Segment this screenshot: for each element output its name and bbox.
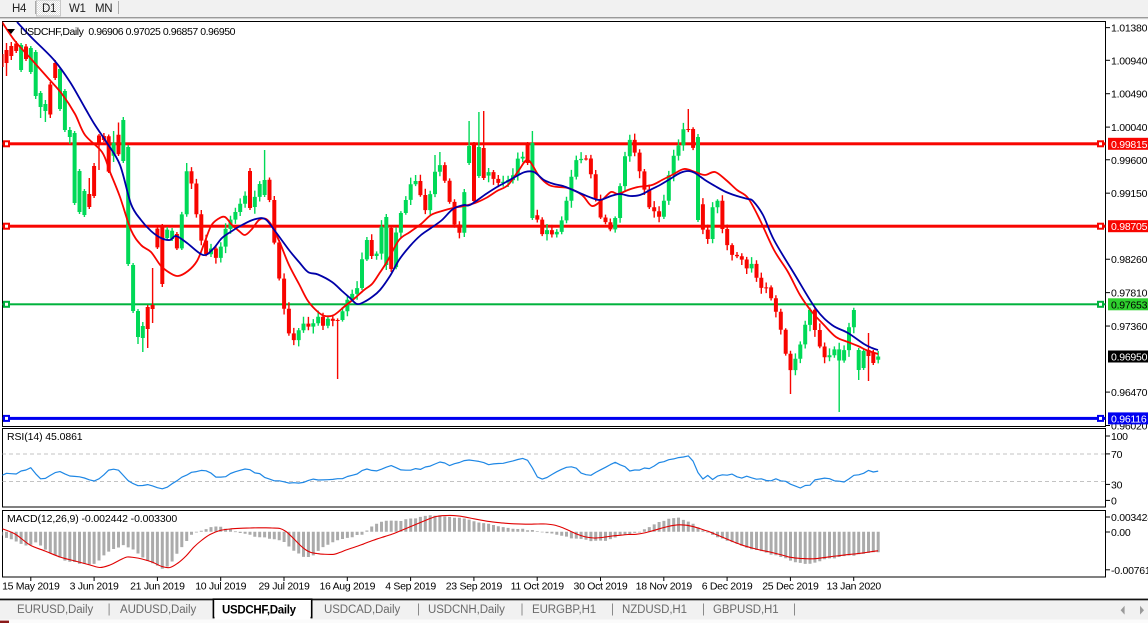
svg-text:13 Jan 2020: 13 Jan 2020	[826, 581, 881, 593]
svg-text:0: 0	[1111, 495, 1117, 507]
svg-text:EURUSD,Daily: EURUSD,Daily	[17, 604, 93, 616]
svg-text:29 Jul 2019: 29 Jul 2019	[259, 581, 310, 593]
svg-text:4 Sep 2019: 4 Sep 2019	[385, 581, 436, 593]
svg-text:EURGBP,H1: EURGBP,H1	[532, 604, 596, 616]
svg-text:6 Dec 2019: 6 Dec 2019	[702, 581, 753, 593]
svg-text:1.00490: 1.00490	[1111, 89, 1148, 101]
svg-text:21 Jun 2019: 21 Jun 2019	[130, 581, 185, 593]
svg-text:0.97810: 0.97810	[1111, 288, 1148, 300]
svg-text:USDCHF,Daily 0.96906 0.97025: USDCHF,Daily 0.96906 0.97025 0.96857 0.9…	[20, 26, 236, 38]
svg-text:W1: W1	[69, 3, 86, 15]
svg-text:100: 100	[1111, 431, 1128, 443]
svg-text:0.97360: 0.97360	[1111, 321, 1148, 333]
svg-text:11 Oct 2019: 11 Oct 2019	[511, 581, 565, 593]
svg-text:23 Sep 2019: 23 Sep 2019	[446, 581, 503, 593]
svg-text:0.99150: 0.99150	[1111, 188, 1148, 200]
svg-text:-0.007615: -0.007615	[1111, 565, 1148, 577]
svg-text:NZDUSD,H1: NZDUSD,H1	[622, 604, 687, 616]
svg-text:1.00940: 1.00940	[1111, 55, 1148, 67]
svg-text:1.01380: 1.01380	[1111, 23, 1148, 35]
svg-text:30 Oct 2019: 30 Oct 2019	[574, 581, 628, 593]
svg-text:USDCAD,Daily: USDCAD,Daily	[324, 604, 400, 616]
svg-text:25 Dec 2019: 25 Dec 2019	[762, 581, 819, 593]
svg-text:0.99600: 0.99600	[1111, 155, 1148, 167]
svg-text:USDCHF,Daily: USDCHF,Daily	[222, 605, 297, 617]
svg-text:MN: MN	[95, 3, 112, 15]
svg-text:0.98705: 0.98705	[1111, 221, 1148, 233]
svg-text:30: 30	[1111, 479, 1123, 491]
svg-text:3 Jun 2019: 3 Jun 2019	[70, 581, 119, 593]
svg-text:15 May 2019: 15 May 2019	[2, 581, 60, 593]
svg-text:MACD(12,26,9) -0.002442 -0.003: MACD(12,26,9) -0.002442 -0.003300	[7, 513, 177, 525]
svg-text:70: 70	[1111, 449, 1123, 461]
svg-text:0.003428: 0.003428	[1111, 512, 1148, 524]
svg-text:0.96470: 0.96470	[1111, 387, 1148, 399]
svg-text:AUDUSD,Daily: AUDUSD,Daily	[120, 604, 196, 616]
svg-text:GBPUSD,H1: GBPUSD,H1	[713, 604, 779, 616]
svg-text:0.98260: 0.98260	[1111, 254, 1148, 266]
svg-text:0.96116: 0.96116	[1111, 413, 1147, 425]
svg-text:0.96950: 0.96950	[1111, 352, 1148, 364]
svg-text:USDCNH,Daily: USDCNH,Daily	[428, 604, 505, 616]
svg-text:18 Nov 2019: 18 Nov 2019	[636, 581, 693, 593]
svg-text:0.00: 0.00	[1111, 527, 1131, 539]
svg-text:16 Aug 2019: 16 Aug 2019	[319, 581, 375, 593]
svg-text:0.97653: 0.97653	[1111, 299, 1148, 311]
svg-text:10 Jul 2019: 10 Jul 2019	[195, 581, 246, 593]
svg-text:H4: H4	[12, 3, 27, 15]
svg-text:D1: D1	[42, 3, 56, 15]
svg-text:0.99815: 0.99815	[1111, 139, 1148, 151]
svg-text:RSI(14) 45.0861: RSI(14) 45.0861	[7, 431, 83, 443]
svg-text:1.00040: 1.00040	[1111, 122, 1148, 134]
